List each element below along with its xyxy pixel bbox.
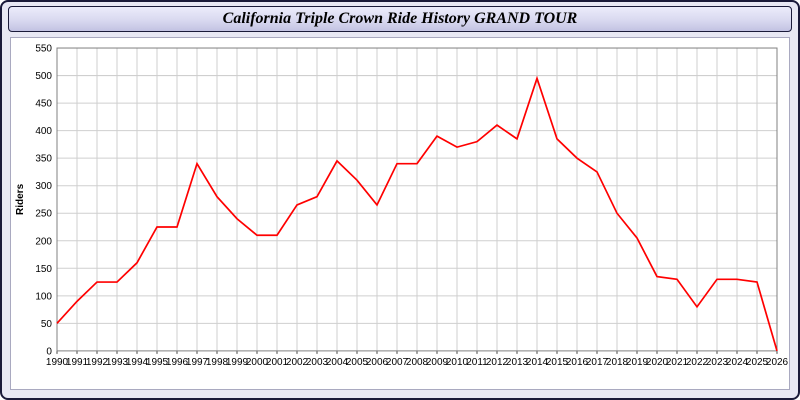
x-tick-label: 1994 — [126, 357, 149, 368]
x-tick-label: 2022 — [686, 357, 709, 368]
y-tick-label: 100 — [35, 291, 52, 302]
x-tick-label: 2026 — [766, 357, 789, 368]
x-tick-label: 1997 — [186, 357, 209, 368]
x-tick-label: 1996 — [166, 357, 189, 368]
y-tick-label: 250 — [35, 209, 52, 220]
y-tick-label: 0 — [46, 346, 52, 357]
y-tick-label: 200 — [35, 236, 52, 247]
x-tick-label: 2011 — [466, 357, 488, 368]
x-tick-label: 1998 — [206, 357, 229, 368]
x-tick-label: 2006 — [366, 357, 389, 368]
x-tick-label: 2015 — [546, 357, 569, 368]
y-tick-label: 350 — [35, 154, 52, 165]
y-tick-label: 400 — [35, 126, 52, 137]
y-tick-label: 50 — [41, 319, 53, 330]
x-tick-label: 1995 — [146, 357, 169, 368]
x-tick-label: 2001 — [266, 357, 289, 368]
x-tick-label: 2024 — [726, 357, 749, 368]
x-tick-label: 2004 — [326, 357, 349, 368]
x-tick-label: 2017 — [586, 357, 609, 368]
x-tick-label: 2023 — [706, 357, 729, 368]
x-tick-label: 2020 — [646, 357, 669, 368]
y-tick-label: 300 — [35, 181, 52, 192]
x-tick-label: 2000 — [246, 357, 269, 368]
x-tick-label: 1991 — [66, 357, 89, 368]
x-tick-label: 2007 — [386, 357, 409, 368]
x-tick-label: 2016 — [566, 357, 589, 368]
x-tick-label: 1992 — [86, 357, 109, 368]
x-tick-label: 2018 — [606, 357, 629, 368]
x-tick-label: 2002 — [286, 357, 309, 368]
y-tick-label: 450 — [35, 99, 52, 110]
y-tick-label: 150 — [35, 264, 52, 275]
riders-line — [56, 75, 778, 352]
x-tick-label: 2019 — [626, 357, 649, 368]
x-tick-label: 2021 — [666, 357, 689, 368]
x-tick-label: 2010 — [446, 357, 469, 368]
x-tick-label: 2009 — [426, 357, 449, 368]
y-tick-label: 500 — [35, 71, 52, 82]
x-tick-label: 2025 — [746, 357, 769, 368]
plot-border — [56, 47, 778, 352]
line-chart: 0501001502002503003504004505005501990199… — [15, 44, 789, 368]
y-axis-label: Riders — [15, 183, 26, 215]
chart-panel: 0 50 100 150 200 250 300 350 400 450 500 550 1990 199… — [10, 37, 790, 390]
x-tick-label: 2003 — [306, 357, 329, 368]
x-tick-label: 2014 — [526, 357, 549, 368]
x-tick-label: 2013 — [506, 357, 529, 368]
x-tick-label: 2012 — [486, 357, 509, 368]
chart-title-bar: California Triple Crown Ride History GRA… — [8, 6, 792, 32]
x-tick-label: 1993 — [106, 357, 129, 368]
y-tick-label: 550 — [35, 44, 52, 55]
page-title: California Triple Crown Ride History GRA… — [222, 10, 578, 27]
x-tick-label: 1990 — [46, 357, 69, 368]
x-tick-label: 2008 — [406, 357, 429, 368]
x-tick-label: 2005 — [346, 357, 369, 368]
x-tick-label: 1999 — [226, 357, 249, 368]
